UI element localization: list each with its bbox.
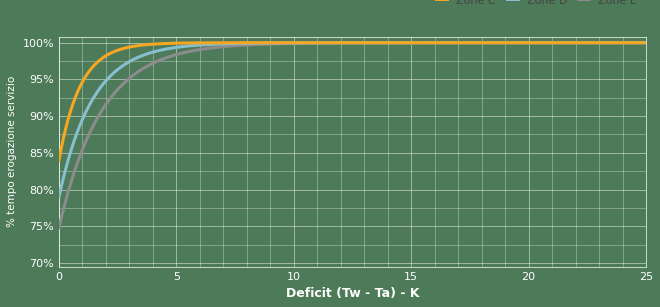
Line: Zone C: Zone C <box>59 43 646 160</box>
Zone E <box>523 41 531 45</box>
Zone C <box>55 158 63 162</box>
Zone D <box>458 41 466 45</box>
Zone E <box>292 41 300 45</box>
Zone D <box>314 41 321 45</box>
Zone E <box>314 41 321 45</box>
Zone C <box>314 41 321 45</box>
Zone D <box>292 41 300 45</box>
Line: Zone D: Zone D <box>59 43 646 197</box>
Line: Zone E: Zone E <box>59 43 646 228</box>
Legend: Zone C, Zone D, Zone E: Zone C, Zone D, Zone E <box>433 0 640 9</box>
Zone D <box>55 195 63 199</box>
Zone C <box>115 48 123 52</box>
Zone C <box>292 41 300 45</box>
Zone D <box>523 41 531 45</box>
Zone D <box>642 41 650 45</box>
Zone C <box>523 41 531 45</box>
Zone E <box>55 226 63 230</box>
Zone C <box>513 41 521 45</box>
Zone C <box>642 41 650 45</box>
Zone C <box>458 41 466 45</box>
Zone E <box>642 41 650 45</box>
X-axis label: Deficit (Tw - Ta) - K: Deficit (Tw - Ta) - K <box>286 287 419 300</box>
Zone D <box>115 67 123 70</box>
Y-axis label: % tempo erogazione servizio: % tempo erogazione servizio <box>7 76 17 227</box>
Zone E <box>458 41 466 45</box>
Zone D <box>513 41 521 45</box>
Zone E <box>513 41 521 45</box>
Zone E <box>115 86 123 90</box>
